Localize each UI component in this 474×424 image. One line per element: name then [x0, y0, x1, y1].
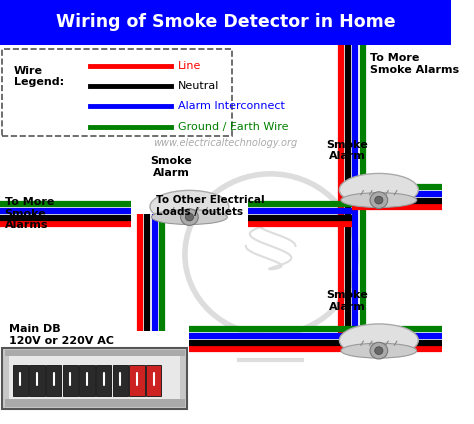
- Ellipse shape: [339, 324, 418, 357]
- Ellipse shape: [339, 173, 418, 206]
- Bar: [29, 365, 45, 396]
- FancyBboxPatch shape: [2, 49, 232, 136]
- Ellipse shape: [150, 190, 229, 223]
- Bar: [96, 365, 111, 396]
- Text: Line: Line: [178, 61, 201, 71]
- Text: Wiring of Smoke Detector in Home: Wiring of Smoke Detector in Home: [55, 13, 395, 31]
- FancyBboxPatch shape: [9, 356, 181, 403]
- Circle shape: [370, 342, 388, 359]
- Ellipse shape: [341, 192, 417, 208]
- Circle shape: [181, 209, 198, 226]
- Bar: [146, 365, 162, 396]
- Text: Alarm Interconnect: Alarm Interconnect: [178, 101, 285, 112]
- Text: Neutral: Neutral: [178, 81, 219, 91]
- Circle shape: [370, 192, 388, 209]
- Text: To More
Smoke Alarms: To More Smoke Alarms: [370, 53, 459, 75]
- Text: To More
Smoke
Alarms: To More Smoke Alarms: [5, 197, 54, 230]
- Text: www.electricaltechnology.org: www.electricaltechnology.org: [154, 138, 298, 148]
- Text: Smoke
Alarm: Smoke Alarm: [151, 156, 192, 178]
- Text: Ground / Earth Wire: Ground / Earth Wire: [178, 122, 289, 132]
- Bar: [5, 399, 185, 407]
- Ellipse shape: [152, 210, 228, 225]
- Text: Wire
Legend:: Wire Legend:: [14, 66, 64, 87]
- Text: Main DB
120V or 220V AC: Main DB 120V or 220V AC: [9, 324, 114, 346]
- Circle shape: [375, 347, 383, 354]
- Text: Smoke
Alarm: Smoke Alarm: [327, 139, 368, 161]
- Circle shape: [375, 196, 383, 204]
- Bar: [13, 365, 28, 396]
- Bar: [113, 365, 128, 396]
- Circle shape: [185, 213, 193, 221]
- FancyBboxPatch shape: [0, 0, 451, 45]
- Bar: [79, 365, 95, 396]
- Text: To Other Electrical
Loads / outlets: To Other Electrical Loads / outlets: [155, 195, 264, 217]
- Bar: [5, 350, 185, 356]
- Ellipse shape: [341, 343, 417, 358]
- FancyBboxPatch shape: [2, 348, 187, 409]
- Bar: [63, 365, 78, 396]
- Text: Smoke
Alarm: Smoke Alarm: [327, 290, 368, 312]
- Bar: [46, 365, 61, 396]
- Bar: [129, 365, 145, 396]
